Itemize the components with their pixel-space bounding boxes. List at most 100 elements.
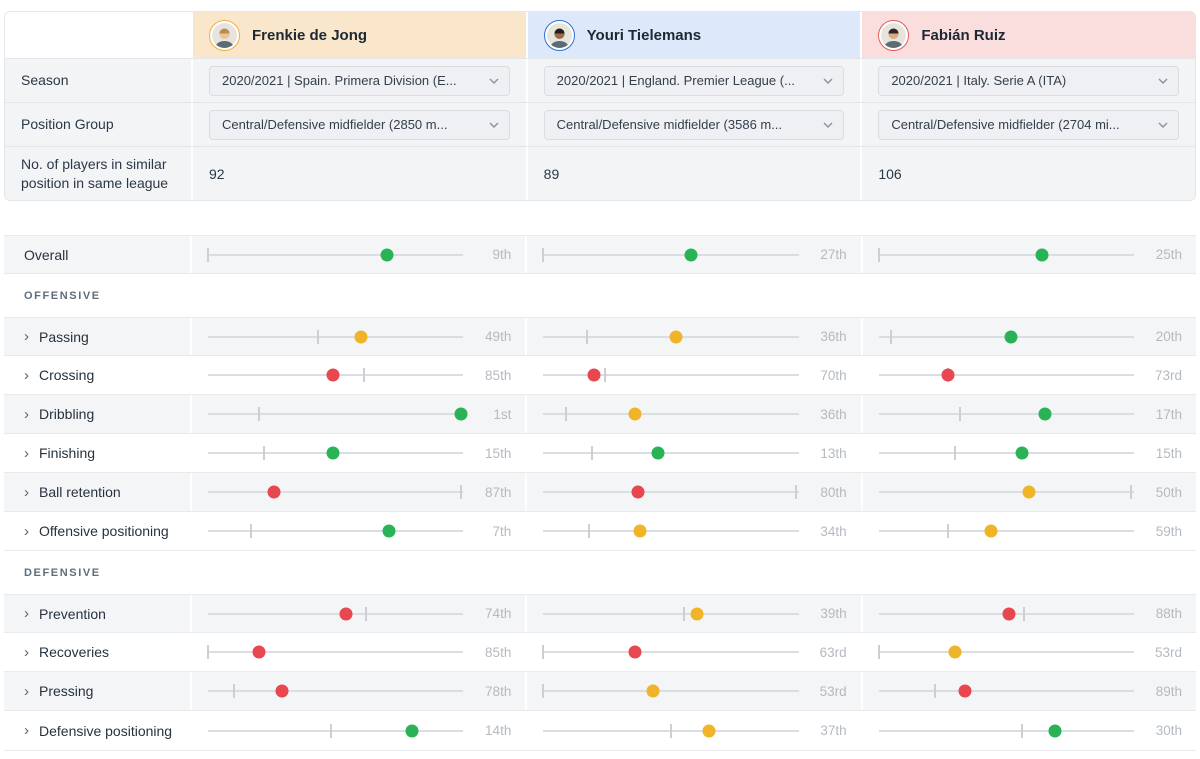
metric-row-toggle-passing[interactable]: Passing: [4, 318, 190, 355]
percentile-rank: 15th: [485, 445, 512, 461]
percentile-dot: [380, 248, 394, 261]
slider-track: [208, 445, 464, 461]
percentile-slider-recoveries-player3: 53rd: [862, 633, 1196, 671]
metric-row-toggle-crossing[interactable]: Crossing: [4, 356, 190, 394]
season-row: Season 2020/2021 | Spain. Primera Divisi…: [5, 58, 1195, 102]
slider-track-line: [543, 690, 799, 692]
slider-track: [543, 329, 799, 345]
percentile-slider-passing-player3: 20th: [862, 318, 1196, 355]
player-header-youri-tielemans[interactable]: Youri Tielemans: [527, 12, 861, 58]
slider-track-line: [208, 491, 464, 493]
percentile-slider-pressing-player3: 89th: [862, 672, 1196, 710]
percentile-dot: [958, 684, 972, 698]
percentile-slider-defensive-positioning-player2: 37th: [527, 711, 861, 750]
average-tick: [877, 247, 880, 262]
slider-track: [543, 523, 799, 539]
percentile-rank: 17th: [1155, 406, 1182, 422]
average-tick: [362, 368, 365, 382]
metric-label: Finishing: [39, 445, 96, 461]
percentile-slider-prevention-player1: 74th: [192, 595, 526, 632]
percentile-rank: 53rd: [1154, 644, 1182, 660]
average-tick: [890, 329, 893, 344]
percentile-rank: 20th: [1155, 329, 1182, 344]
chevron-right-icon: [24, 446, 29, 461]
percentile-slider-ball-retention-player1: 87th: [192, 473, 526, 511]
chevron-down-icon: [1158, 78, 1168, 84]
slider-track-line: [878, 491, 1134, 493]
percentile-rank: 34th: [820, 523, 847, 539]
slider-track: [207, 247, 464, 263]
position-group-label: Position Group: [21, 116, 114, 133]
percentile-rank: 9th: [492, 247, 512, 262]
position-group-select-tielemans[interactable]: Central/Defensive midfielder (3586 m...: [543, 109, 845, 140]
metric-row-toggle-dribbling[interactable]: Dribbling: [4, 395, 190, 433]
average-tick: [954, 446, 957, 460]
slider-track-line: [208, 690, 464, 692]
slider-track: [542, 644, 799, 660]
percentile-dot: [339, 607, 353, 620]
average-tick: [1023, 606, 1026, 621]
season-select-frenkie[interactable]: 2020/2021 | Spain. Primera Division (E..…: [209, 65, 510, 96]
percentile-dot: [984, 524, 998, 538]
chevron-right-icon: [24, 407, 29, 422]
metric-row-toggle-ball-retention[interactable]: Ball retention: [4, 473, 190, 511]
metric-row-toggle-prevention[interactable]: Prevention: [4, 595, 190, 632]
slider-track: [878, 329, 1134, 345]
average-tick: [682, 606, 685, 621]
percentile-slider-recoveries-player2: 63rd: [527, 633, 861, 671]
position-group-select-frenkie[interactable]: Central/Defensive midfielder (2850 m...: [209, 109, 510, 140]
percentile-dot: [267, 485, 281, 499]
percentile-metrics-table: Overall 9th 27th 25th OFFENSIVE Passing 49th 36…: [4, 235, 1196, 751]
percentile-rank: 15th: [1155, 445, 1182, 461]
percentile-slider-offensive-positioning-player3: 59th: [862, 512, 1196, 550]
percentile-dot: [382, 524, 396, 538]
average-tick: [232, 684, 235, 698]
metric-row-toggle-pressing[interactable]: Pressing: [4, 672, 190, 710]
average-tick: [795, 485, 798, 499]
metric-row-finishing: Finishing 15th 13th 15th: [4, 434, 1196, 473]
metric-row-toggle-finishing[interactable]: Finishing: [4, 434, 190, 472]
slider-track: [543, 606, 799, 622]
percentile-dot: [275, 684, 289, 698]
similar-players-count: 89: [543, 165, 560, 182]
percentile-slider-crossing-player3: 73rd: [862, 356, 1196, 394]
percentile-slider-offensive-positioning-player1: 7th: [192, 512, 526, 550]
percentile-slider-overall-player1: 9th: [192, 236, 526, 273]
percentile-slider-ball-retention-player2: 80th: [527, 473, 861, 511]
slider-track: [208, 683, 464, 699]
slider-track: [878, 606, 1134, 622]
average-tick: [877, 645, 880, 659]
position-group-select-ruiz[interactable]: Central/Defensive midfielder (2704 mi...: [878, 109, 1179, 140]
slider-track-line: [543, 651, 799, 653]
percentile-slider-finishing-player1: 15th: [192, 434, 526, 472]
slider-track-line: [878, 452, 1134, 454]
chevron-down-icon: [489, 122, 499, 128]
metric-row-toggle-defensive-positioning[interactable]: Defensive positioning: [4, 711, 190, 750]
slider-track: [878, 723, 1134, 739]
metric-row-dribbling: Dribbling 1st 36th 17th: [4, 395, 1196, 434]
percentile-rank: 36th: [820, 329, 847, 344]
percentile-slider-dribbling-player1: 1st: [192, 395, 526, 433]
percentile-dot: [354, 330, 368, 343]
percentile-dot: [628, 407, 642, 421]
chevron-right-icon: [24, 723, 29, 738]
slider-track-line: [543, 612, 799, 615]
metric-row-passing: Passing 49th 36th 20th: [4, 317, 1196, 356]
metric-row-toggle-recoveries[interactable]: Recoveries: [4, 633, 190, 671]
metric-row-toggle-offensive-positioning[interactable]: Offensive positioning: [4, 512, 190, 550]
percentile-dot: [646, 684, 660, 698]
player-header-fabian-ruiz[interactable]: Fabián Ruiz: [862, 12, 1195, 58]
season-select-ruiz[interactable]: 2020/2021 | Italy. Serie A (ITA): [878, 65, 1179, 96]
season-select-tielemans[interactable]: 2020/2021 | England. Premier League (...: [543, 65, 845, 96]
slider-track: [543, 484, 799, 500]
percentile-slider-crossing-player2: 70th: [527, 356, 861, 394]
percentile-rank: 36th: [820, 406, 847, 422]
slider-track-line: [878, 253, 1134, 256]
slider-track: [542, 247, 799, 263]
player-header-frenkie-de-jong[interactable]: Frenkie de Jong: [193, 12, 526, 58]
slider-track-line: [878, 530, 1134, 532]
metric-label: Crossing: [39, 367, 95, 383]
slider-track: [877, 247, 1134, 263]
percentile-dot: [684, 248, 698, 261]
percentile-dot: [1002, 607, 1016, 620]
